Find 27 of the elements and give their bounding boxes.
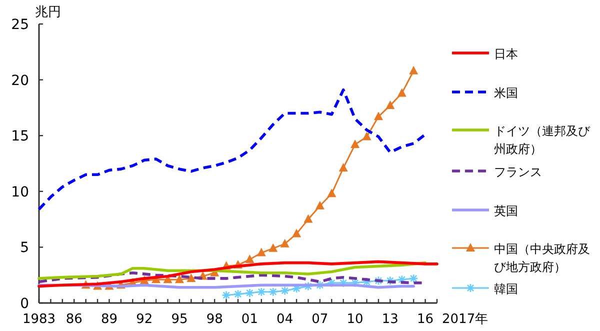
x-tick-label: 1983 [22, 312, 56, 327]
x-tick-label: 89 [100, 312, 118, 327]
y-tick-label: 5 [20, 240, 29, 256]
legend-label: 日本 [494, 47, 518, 61]
legend-label: 中国（中央政府及び地方政府） [494, 242, 590, 274]
x-tick-label: 86 [66, 312, 82, 327]
x-tick-label: 92 [136, 312, 153, 327]
y-axis-title: 兆円 [35, 5, 61, 20]
x-axis-title: 2017年 [442, 312, 488, 327]
x-tick-label: 10 [346, 312, 364, 327]
x-tick-label: 16 [417, 312, 434, 327]
y-tick-label: 25 [11, 17, 29, 33]
y-tick-label: 0 [20, 296, 29, 312]
x-tick-label: 07 [312, 312, 328, 327]
y-tick-label: 15 [11, 128, 29, 145]
legend-label: 韓国 [494, 282, 518, 296]
x-tick-label: 04 [276, 312, 294, 327]
x-tick-label: 13 [382, 312, 398, 327]
legend-label: 米国 [494, 86, 518, 100]
y-tick-label: 20 [11, 72, 29, 89]
x-tick-label: 98 [206, 312, 223, 327]
legend-label: フランス [494, 165, 542, 179]
y-tick-label: 10 [11, 184, 29, 200]
legend-label: 英国 [494, 204, 518, 218]
legend-label: ドイツ（連邦及び州政府） [494, 124, 591, 156]
x-tick-label: 95 [171, 312, 188, 327]
x-tick-label: 01 [241, 312, 258, 327]
